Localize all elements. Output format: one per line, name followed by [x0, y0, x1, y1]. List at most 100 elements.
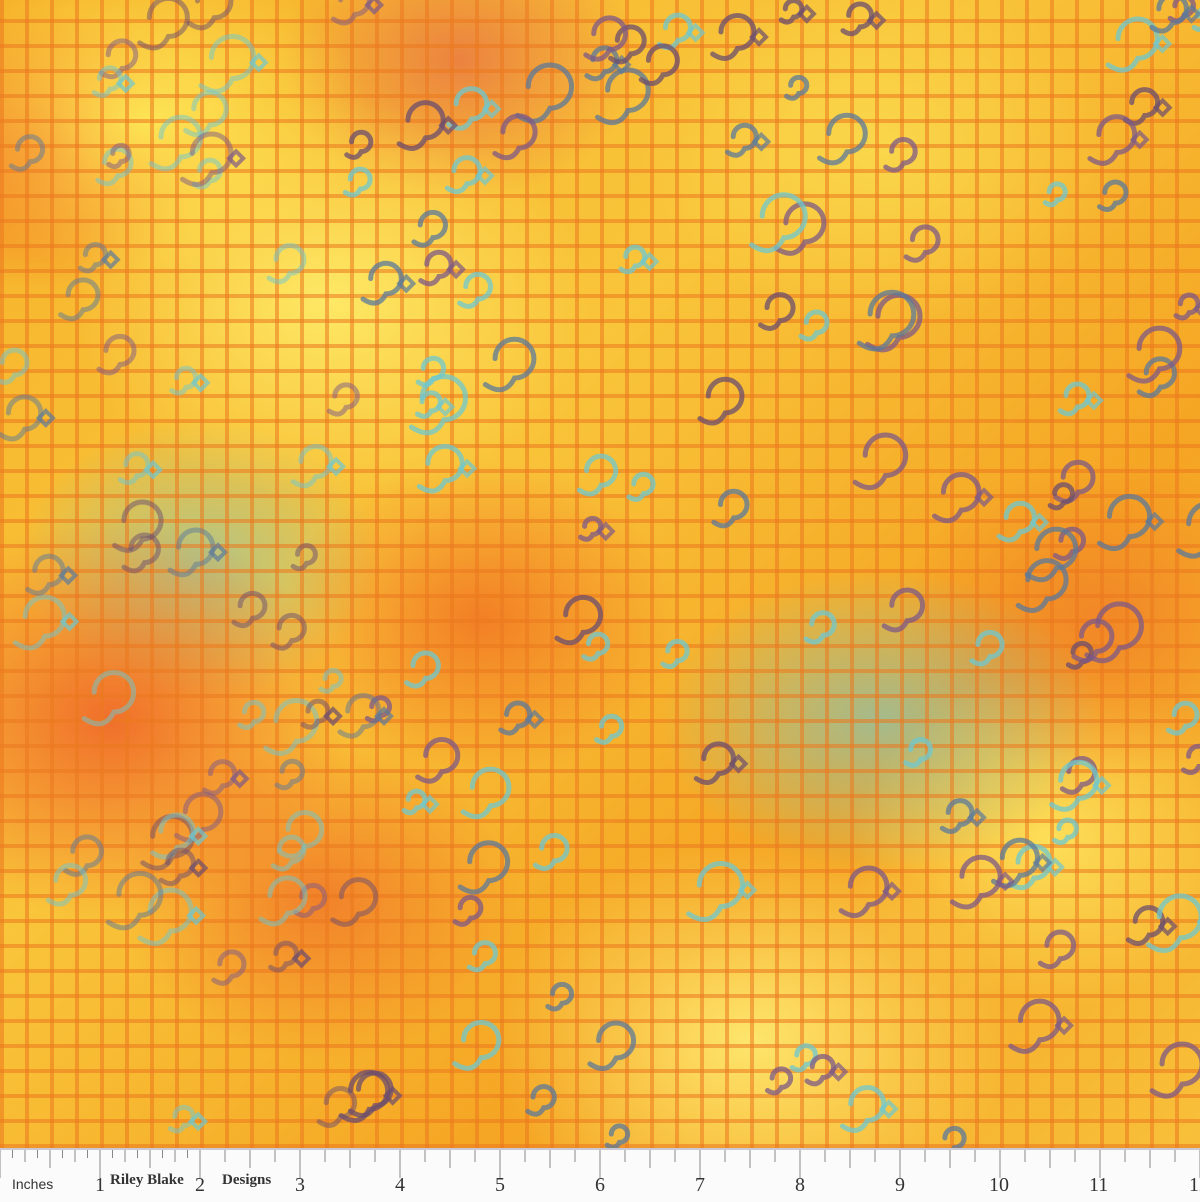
- ruler-number: 5: [495, 1174, 505, 1196]
- scroll-motif: [112, 499, 164, 553]
- diamond-motif: [685, 22, 706, 43]
- ruler-number: 8: [795, 1174, 805, 1196]
- scroll-motif: [839, 1084, 887, 1133]
- diamond-motif: [1152, 33, 1173, 54]
- scroll-motif: [996, 500, 1037, 543]
- diamond-motif: [190, 372, 211, 393]
- scroll-motif: [0, 347, 30, 385]
- diamond-motif: [58, 565, 79, 586]
- diamond-motif: [595, 521, 616, 542]
- scroll-motif: [277, 810, 325, 859]
- diamond-motif: [226, 148, 246, 169]
- ruler-unit-label: Inches: [12, 1176, 54, 1192]
- scroll-motif: [515, 62, 575, 124]
- scroll-motif: [798, 309, 830, 342]
- scroll-motif: [656, 12, 693, 51]
- diamond-motif: [229, 768, 250, 789]
- scroll-motif: [418, 249, 454, 287]
- scroll-motif: [401, 788, 428, 816]
- scroll-motif: [1122, 87, 1161, 126]
- scroll-motif: [25, 553, 66, 596]
- scroll-motif: [444, 155, 483, 195]
- diamond-motif: [188, 826, 209, 846]
- scroll-motif: [186, 0, 234, 31]
- diamond-motif: [438, 115, 459, 136]
- diamond-motif: [1029, 512, 1050, 533]
- scroll-motif: [330, 877, 379, 927]
- scroll-motif: [856, 289, 917, 352]
- scroll-motif: [554, 594, 604, 646]
- scroll-motif: [838, 865, 890, 919]
- diamond-motif: [1193, 298, 1200, 319]
- scroll-motif: [452, 1019, 502, 1071]
- diamond-motif: [1157, 916, 1178, 937]
- scroll-motif: [748, 192, 808, 254]
- scroll-motif: [169, 365, 199, 396]
- ruler-number: 6: [595, 1174, 605, 1196]
- scroll-motif: [1042, 181, 1068, 208]
- diamond-motif: [291, 948, 312, 969]
- diamond-motif: [1129, 129, 1150, 150]
- diamond-motif: [796, 3, 817, 24]
- ruler-ticks: [0, 1150, 1200, 1178]
- scroll-motif: [237, 699, 267, 731]
- diamond-motif: [186, 905, 207, 926]
- scroll-motif: [1165, 700, 1200, 736]
- scroll-motif: [408, 373, 469, 436]
- scroll-motif: [576, 453, 619, 497]
- scroll-motif: [903, 224, 941, 263]
- scroll-motif: [1176, 502, 1200, 559]
- diamond-motif: [35, 408, 56, 428]
- scroll-motif: [1084, 601, 1144, 664]
- diamond-motif: [995, 871, 1016, 892]
- scroll-motif: [498, 700, 533, 736]
- diamond-motif: [524, 709, 545, 730]
- scroll-motif: [1149, 1041, 1200, 1099]
- scroll-motif: [466, 940, 498, 973]
- scroll-motif: [274, 758, 305, 791]
- scroll-motif: [626, 471, 656, 502]
- scroll-motif: [1047, 482, 1075, 511]
- scroll-motif: [1181, 743, 1200, 776]
- diamond-motif: [1152, 97, 1173, 118]
- scroll-motif: [1087, 114, 1138, 166]
- brand-text-2: Designs: [222, 1172, 272, 1188]
- scroll-motif: [137, 0, 190, 51]
- scroll-motif: [604, 1123, 631, 1148]
- scroll-motif: [316, 1086, 358, 1128]
- scroll-motif: [318, 667, 344, 694]
- scroll-motif: [211, 949, 247, 986]
- diamond-motif: [751, 131, 772, 152]
- scroll-motif: [942, 1125, 967, 1148]
- scroll-motif: [0, 394, 44, 442]
- diamond-motif: [1032, 852, 1053, 873]
- diamond-motif: [457, 458, 478, 479]
- scroll-motif: [697, 376, 745, 426]
- scroll-motif: [45, 862, 89, 907]
- scroll-motif: [711, 488, 750, 529]
- diamond-motif: [364, 0, 385, 15]
- scroll-motif: [198, 33, 257, 94]
- diamond-motif: [419, 794, 440, 815]
- scroll-motif: [724, 122, 759, 158]
- ruler-number: 7: [695, 1174, 705, 1196]
- scroll-motif: [452, 894, 484, 927]
- scroll-motif: [1057, 381, 1092, 417]
- scroll-motif: [1136, 356, 1177, 399]
- scroll-motif: [81, 670, 137, 727]
- scroll-motif: [270, 612, 307, 651]
- scroll-motif: [618, 244, 648, 275]
- scroll-motif: [1096, 493, 1153, 552]
- scroll-motif: [290, 443, 334, 489]
- scroll-motif: [1052, 817, 1079, 846]
- scroll-motif: [482, 336, 537, 393]
- scroll-motif: [686, 861, 745, 923]
- diamond-motif: [1181, 4, 1200, 24]
- brand-text: Riley Blake: [110, 1172, 184, 1188]
- scroll-motif: [710, 13, 757, 61]
- ruler-number: 4: [395, 1174, 405, 1196]
- scroll-motif: [578, 515, 604, 542]
- diamond-motif: [967, 807, 987, 828]
- diamond-motif: [749, 27, 769, 47]
- diamond-motif: [828, 1062, 849, 1082]
